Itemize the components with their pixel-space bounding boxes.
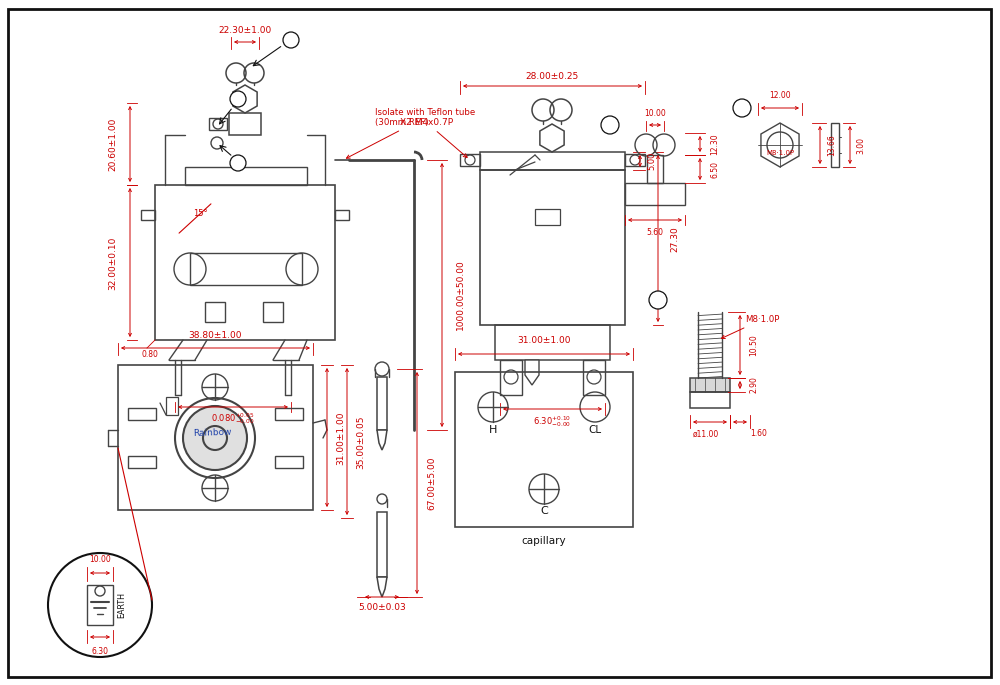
Text: 27.30: 27.30 (670, 226, 680, 252)
Bar (460, 154, 480, 166)
Bar (583, 360, 605, 395)
Text: 6.30: 6.30 (92, 647, 108, 656)
Text: 12.00: 12.00 (769, 90, 791, 99)
Text: 22.30±1.00: 22.30±1.00 (218, 25, 272, 34)
Text: 6.50: 6.50 (710, 160, 720, 177)
Text: Isolate with Teflon tube
(30mm REF): Isolate with Teflon tube (30mm REF) (346, 108, 475, 158)
Bar (166, 397, 178, 415)
Bar (205, 302, 225, 322)
Bar (625, 154, 645, 166)
Bar (209, 118, 227, 130)
Text: 2.90: 2.90 (750, 377, 759, 393)
Text: 1000.00±50.00: 1000.00±50.00 (456, 260, 464, 330)
Text: 32.00±0.10: 32.00±0.10 (108, 236, 118, 290)
Bar (128, 408, 156, 420)
Bar (377, 377, 387, 430)
Text: 10.50: 10.50 (750, 334, 759, 356)
Circle shape (183, 406, 247, 470)
Text: H: H (489, 425, 497, 435)
Bar (831, 123, 839, 167)
Polygon shape (377, 430, 387, 450)
Bar (118, 365, 313, 510)
Text: 67.00±5.00: 67.00±5.00 (428, 456, 436, 510)
Text: ø11.00: ø11.00 (693, 429, 719, 438)
Circle shape (230, 91, 246, 107)
Bar (625, 183, 685, 205)
Bar (647, 155, 663, 183)
Text: 2: 2 (739, 103, 745, 113)
Bar (263, 302, 283, 322)
Text: 35.00±0.05: 35.00±0.05 (356, 415, 366, 469)
Bar (229, 113, 261, 135)
Text: 28.00±0.25: 28.00±0.25 (525, 71, 579, 81)
Bar (87, 585, 113, 625)
Bar (275, 408, 303, 420)
Bar (141, 210, 155, 220)
Bar (275, 456, 303, 468)
Circle shape (601, 116, 619, 134)
Text: 3: 3 (235, 158, 241, 168)
Bar (480, 152, 625, 170)
Bar (155, 185, 335, 340)
Polygon shape (525, 360, 539, 385)
Bar (185, 167, 307, 185)
Text: 6.30$^{+0.10}_{-0.00}$: 6.30$^{+0.10}_{-0.00}$ (533, 414, 571, 429)
Text: 0.80: 0.80 (142, 349, 158, 358)
Bar (190, 253, 302, 285)
Text: M8·1.0P: M8·1.0P (766, 150, 794, 156)
Bar (480, 170, 625, 325)
Bar (377, 512, 387, 577)
Text: Rainbow: Rainbow (193, 428, 232, 438)
Bar (500, 360, 522, 395)
Text: 1: 1 (607, 120, 613, 130)
Text: 5.00±0.03: 5.00±0.03 (358, 603, 406, 612)
Text: 1.60: 1.60 (750, 429, 767, 438)
Text: 10.00: 10.00 (89, 556, 111, 564)
Polygon shape (377, 577, 387, 597)
Bar (455, 372, 633, 527)
Text: capillary: capillary (522, 536, 566, 546)
Text: 3: 3 (655, 295, 661, 305)
Text: 0.080$^{+0.05}_{-0.00}$: 0.080$^{+0.05}_{-0.00}$ (211, 412, 255, 427)
Text: X2 M4x0.7P: X2 M4x0.7P (400, 118, 467, 158)
Bar (495, 325, 610, 360)
Text: C: C (540, 506, 548, 516)
Polygon shape (233, 85, 257, 113)
Text: 38.80±1.00: 38.80±1.00 (188, 330, 242, 340)
Circle shape (733, 99, 751, 117)
Bar (535, 209, 560, 225)
Bar (335, 210, 349, 220)
Circle shape (230, 155, 246, 171)
Text: CL: CL (588, 425, 602, 435)
Text: 5.00: 5.00 (648, 152, 656, 170)
Circle shape (649, 291, 667, 309)
Text: 5.60: 5.60 (646, 227, 664, 236)
Text: EARTH: EARTH (117, 592, 126, 618)
Text: M8·1.0P: M8·1.0P (722, 315, 779, 338)
Text: 3.00: 3.00 (856, 136, 866, 153)
Text: 20.60±1.00: 20.60±1.00 (108, 117, 118, 171)
Text: 31.00±1.00: 31.00±1.00 (336, 411, 346, 464)
Text: 1: 1 (288, 35, 294, 45)
Text: 13.66: 13.66 (828, 134, 836, 156)
Text: 2: 2 (235, 94, 241, 104)
Text: 10.00: 10.00 (644, 108, 666, 118)
Polygon shape (540, 124, 564, 152)
Circle shape (283, 32, 299, 48)
Bar (690, 378, 730, 392)
Polygon shape (761, 123, 799, 167)
Bar (690, 392, 730, 408)
Bar (128, 456, 156, 468)
Text: 15°: 15° (193, 208, 207, 218)
Text: 31.00±1.00: 31.00±1.00 (517, 336, 571, 345)
Text: 12.30: 12.30 (710, 133, 720, 155)
